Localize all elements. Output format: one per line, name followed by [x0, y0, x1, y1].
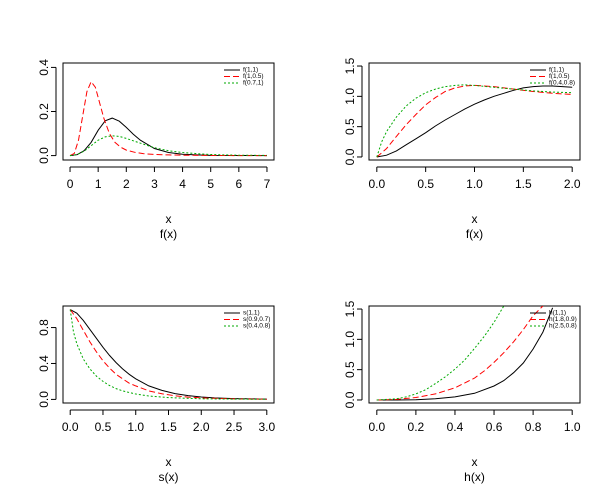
y-tick-label: 0.5	[343, 361, 357, 378]
series-line-2	[69, 80, 267, 157]
series-line-1	[69, 117, 268, 157]
x-axis-title: x	[166, 212, 172, 226]
y-tick-label: 1.0	[343, 88, 357, 105]
x-axis-title: x	[166, 455, 172, 469]
x-tick-label: 1.0	[564, 420, 581, 434]
panel-caption: h(x)	[464, 470, 485, 484]
y-tick-label: 0.0	[37, 391, 51, 408]
legend-label: s(1,1)	[243, 310, 260, 317]
x-tick-label: 0.5	[95, 420, 112, 434]
legend-label: f(1,0.5)	[549, 73, 570, 80]
plot-frame	[368, 62, 581, 161]
legend-label: h(2.5,0.8)	[549, 323, 577, 330]
x-tick-label: 0.6	[486, 420, 503, 434]
chart-panel-1: 0 1 2 3 4 5 6 7 0.0 0.2 0.4 xf(x) f(1,1)f(1,0.5)f(0.…	[37, 59, 275, 241]
series-line-3	[69, 309, 267, 400]
series-line-1	[376, 85, 573, 158]
series-line-3	[376, 306, 505, 401]
chart-panel-3: 0.0 0.5 1.0 1.5 2.0 2.5 3.0 0.0 0.4 0.8 xs(x) s(1,1…	[37, 305, 275, 484]
y-tick-label: 0.4	[37, 59, 51, 76]
y-tick-label: 0.5	[343, 118, 357, 135]
x-tick-label: 1	[95, 177, 102, 191]
panel-caption: s(x)	[159, 470, 179, 484]
legend-label: f(1,1)	[243, 67, 258, 74]
legend-label: s(0.9,0.7)	[243, 316, 270, 323]
chart-panel-2: 0.0 0.5 1.0 1.5 2.00.00.51.01.5xf(x)f(1,1)f(…	[343, 57, 581, 241]
x-axis-title: x	[472, 455, 478, 469]
x-tick-label: 0.0	[368, 177, 385, 191]
legend-label: h(1,1)	[549, 310, 566, 317]
plot-frame	[62, 305, 275, 404]
legend-label: f(0.4,0.8)	[549, 80, 575, 87]
x-tick-label: 0.0	[62, 420, 79, 434]
x-tick-label: 2	[123, 177, 130, 191]
panel-caption: f(x)	[160, 227, 177, 241]
series-line-2	[376, 84, 573, 158]
x-tick-label: 3.0	[258, 420, 275, 434]
legend-label: f(1,0.5)	[243, 73, 264, 80]
plot-frame	[368, 305, 581, 404]
series-line-1	[376, 307, 554, 401]
plot-frame	[62, 62, 275, 161]
x-tick-label: 1.0	[466, 177, 483, 191]
x-tick-label: 2.5	[226, 420, 243, 434]
chart-panel-4: 0.0 0.2 0.4 0.6 0.8 1.0 0.0 0.5 1.0 1.5 xh(x) h(1,1…	[343, 300, 581, 484]
series-line-1	[69, 309, 267, 400]
x-tick-label: 0.4	[447, 420, 464, 434]
y-tick-label: 0.0	[343, 391, 357, 408]
series-line-2	[376, 306, 544, 401]
x-tick-label: 0.0	[368, 420, 385, 434]
y-tick-label: 0.4	[37, 355, 51, 372]
x-axis-title: x	[472, 212, 478, 226]
y-tick-label: 0.0	[37, 147, 51, 164]
legend-label: f(0.7,1)	[243, 80, 264, 87]
series-line-3	[69, 135, 268, 157]
x-tick-label: 2.0	[564, 177, 581, 191]
x-tick-label: 5	[207, 177, 214, 191]
series-line-3	[376, 84, 573, 158]
series-line-2	[69, 309, 267, 400]
y-tick-label: 0.2	[37, 103, 51, 120]
x-tick-label: 7	[264, 177, 271, 191]
x-tick-label: 0.8	[525, 420, 542, 434]
y-tick-label: 0.8	[37, 319, 51, 336]
x-tick-label: 1.0	[127, 420, 144, 434]
legend-label: s(0.4,0.8)	[243, 323, 270, 330]
x-tick-label: 3	[151, 177, 158, 191]
y-tick-label: 1.5	[343, 300, 357, 317]
x-tick-label: 6	[235, 177, 242, 191]
x-tick-label: 0.5	[417, 177, 434, 191]
x-tick-label: 0.2	[408, 420, 425, 434]
panel-caption: f(x)	[466, 227, 483, 241]
legend-label: f(1,1)	[549, 67, 564, 74]
y-tick-label: 1.0	[343, 331, 357, 348]
legend-label: h(1.8,0.9)	[549, 316, 577, 323]
y-tick-label: 0.0	[343, 148, 357, 165]
x-tick-label: 0	[67, 177, 74, 191]
x-tick-label: 1.5	[515, 177, 532, 191]
x-tick-label: 4	[179, 177, 186, 191]
y-tick-label: 1.5	[343, 57, 357, 74]
x-tick-label: 2.0	[193, 420, 210, 434]
x-tick-label: 1.5	[160, 420, 177, 434]
